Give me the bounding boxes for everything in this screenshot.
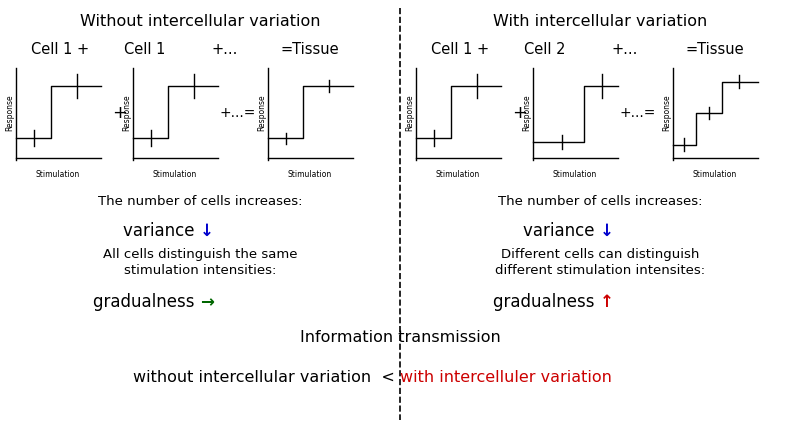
Text: ↓: ↓ [600, 222, 614, 240]
Text: Response: Response [122, 95, 131, 131]
Text: Information transmission: Information transmission [300, 330, 500, 345]
Text: gradualness: gradualness [494, 293, 600, 311]
Text: =Tissue: =Tissue [686, 42, 744, 57]
Text: Response: Response [522, 95, 531, 131]
Text: +...: +... [212, 42, 238, 57]
Text: gradualness: gradualness [94, 293, 200, 311]
Text: without intercellular variation  <: without intercellular variation < [133, 370, 400, 385]
Text: variance: variance [123, 222, 200, 240]
Text: different stimulation intensites:: different stimulation intensites: [495, 264, 705, 277]
Text: ↑: ↑ [600, 293, 614, 311]
Text: +...: +... [612, 42, 638, 57]
Text: ↓: ↓ [200, 222, 214, 240]
Text: Cell 1 +: Cell 1 + [31, 42, 89, 57]
Text: Cell 1 +: Cell 1 + [431, 42, 489, 57]
Text: Without intercellular variation: Without intercellular variation [80, 14, 320, 29]
Text: Cell 1: Cell 1 [124, 42, 166, 57]
Text: Stimulation: Stimulation [153, 170, 197, 179]
Text: variance: variance [523, 222, 600, 240]
Text: Stimulation: Stimulation [288, 170, 332, 179]
Text: Response: Response [405, 95, 414, 131]
Text: =Tissue: =Tissue [281, 42, 339, 57]
Text: →: → [200, 293, 214, 311]
Text: Response: Response [257, 95, 266, 131]
Text: with intercelluler variation: with intercelluler variation [400, 370, 612, 385]
Text: +...=: +...= [620, 106, 656, 120]
Text: Stimulation: Stimulation [553, 170, 597, 179]
Text: +: + [513, 104, 527, 122]
Text: Different cells can distinguish: Different cells can distinguish [501, 248, 699, 261]
Text: Stimulation: Stimulation [436, 170, 480, 179]
Text: Response: Response [5, 95, 14, 131]
Text: stimulation intensities:: stimulation intensities: [124, 264, 276, 277]
Text: Stimulation: Stimulation [693, 170, 737, 179]
Text: Stimulation: Stimulation [36, 170, 80, 179]
Text: The number of cells increases:: The number of cells increases: [498, 195, 702, 208]
Text: All cells distinguish the same: All cells distinguish the same [102, 248, 298, 261]
Text: With intercellular variation: With intercellular variation [493, 14, 707, 29]
Text: The number of cells increases:: The number of cells increases: [98, 195, 302, 208]
Text: Cell 2: Cell 2 [524, 42, 566, 57]
Text: Response: Response [662, 95, 671, 131]
Text: +...=: +...= [220, 106, 256, 120]
Text: +: + [113, 104, 127, 122]
